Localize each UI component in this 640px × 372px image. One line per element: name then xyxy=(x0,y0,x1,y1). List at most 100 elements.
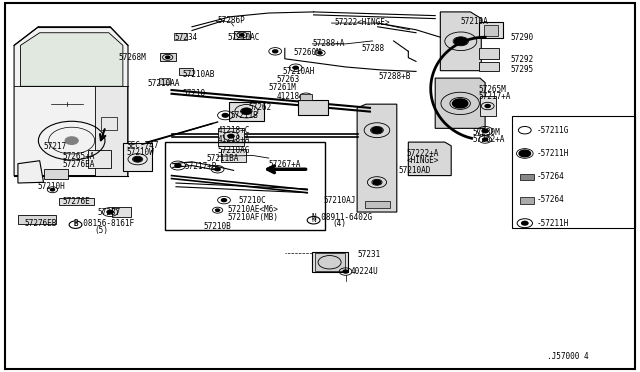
Text: 57210AA: 57210AA xyxy=(147,79,180,88)
Text: 57217: 57217 xyxy=(44,142,67,151)
Text: 57211B: 57211B xyxy=(230,111,258,120)
Circle shape xyxy=(166,56,170,58)
Polygon shape xyxy=(14,27,128,176)
Bar xyxy=(365,201,390,208)
Circle shape xyxy=(374,129,380,132)
Bar xyxy=(95,86,127,176)
Bar xyxy=(520,174,534,180)
Text: 57276E: 57276E xyxy=(63,197,90,206)
Circle shape xyxy=(343,270,348,273)
Text: 57262: 57262 xyxy=(248,103,271,112)
Bar xyxy=(160,53,176,61)
Text: 57237: 57237 xyxy=(97,208,120,217)
Bar xyxy=(165,142,325,230)
Text: 57210AB: 57210AB xyxy=(182,70,215,79)
Text: 40224U: 40224U xyxy=(351,267,378,276)
Polygon shape xyxy=(357,104,397,212)
Text: 57217+A: 57217+A xyxy=(479,92,511,101)
Bar xyxy=(18,215,56,224)
Bar xyxy=(298,100,328,115)
Text: 57262+A: 57262+A xyxy=(472,135,505,144)
Text: 57292: 57292 xyxy=(511,55,534,64)
Circle shape xyxy=(107,210,113,214)
Text: (5): (5) xyxy=(95,226,109,235)
Circle shape xyxy=(221,199,227,202)
Circle shape xyxy=(215,168,220,171)
Bar xyxy=(101,117,117,130)
Text: 57230M: 57230M xyxy=(472,128,500,137)
Text: 57260M: 57260M xyxy=(293,48,321,57)
Text: 57210AE<M6>: 57210AE<M6> xyxy=(227,205,278,214)
Bar xyxy=(44,169,68,179)
Circle shape xyxy=(242,109,251,114)
Text: 57210AG: 57210AG xyxy=(218,146,250,155)
Text: 57295: 57295 xyxy=(511,65,534,74)
Circle shape xyxy=(293,66,298,69)
Circle shape xyxy=(452,99,468,108)
Circle shape xyxy=(482,129,488,133)
Text: 57210H: 57210H xyxy=(37,182,65,191)
Text: 57268M: 57268M xyxy=(118,53,146,62)
Bar xyxy=(512,116,635,228)
Circle shape xyxy=(483,138,488,141)
Bar xyxy=(229,102,264,121)
Text: 57267+A: 57267+A xyxy=(269,160,301,169)
Text: 41218+C: 41218+C xyxy=(218,126,250,135)
Polygon shape xyxy=(408,142,451,176)
Circle shape xyxy=(458,39,464,43)
Bar xyxy=(479,22,503,38)
Text: B 08156-8161F: B 08156-8161F xyxy=(74,219,134,228)
Text: 57210C: 57210C xyxy=(238,196,266,205)
Text: 57265M: 57265M xyxy=(479,85,506,94)
Text: 57263: 57263 xyxy=(276,75,300,84)
Text: .J57000 4: .J57000 4 xyxy=(547,352,589,361)
Text: 57276EB: 57276EB xyxy=(24,219,57,228)
Bar xyxy=(234,31,250,39)
Text: 57210W: 57210W xyxy=(127,148,154,157)
Polygon shape xyxy=(18,161,44,183)
Text: 57211BA: 57211BA xyxy=(206,154,239,163)
Bar xyxy=(218,128,244,146)
Circle shape xyxy=(372,127,382,133)
Circle shape xyxy=(244,110,249,113)
Text: B: B xyxy=(74,222,77,227)
Text: 41218+A: 41218+A xyxy=(218,135,250,144)
Text: 57210AJ: 57210AJ xyxy=(323,196,356,205)
Circle shape xyxy=(228,134,234,138)
Circle shape xyxy=(134,157,141,161)
Bar xyxy=(59,198,94,205)
Text: N: N xyxy=(311,218,316,223)
Bar xyxy=(312,252,348,272)
Text: SEC.747: SEC.747 xyxy=(127,141,159,150)
Bar xyxy=(159,78,170,84)
Circle shape xyxy=(519,150,531,157)
Text: 57288+A: 57288+A xyxy=(312,39,345,48)
Circle shape xyxy=(485,105,490,108)
Bar xyxy=(479,62,499,71)
Circle shape xyxy=(65,137,78,144)
Bar xyxy=(300,94,312,100)
Bar xyxy=(480,96,496,116)
Text: 57210AC: 57210AC xyxy=(227,33,260,42)
Text: 57234: 57234 xyxy=(174,33,197,42)
Bar xyxy=(123,143,152,171)
Circle shape xyxy=(175,164,181,167)
Circle shape xyxy=(273,50,278,53)
Text: 57210A: 57210A xyxy=(461,17,488,26)
Text: N 08911-6402G: N 08911-6402G xyxy=(312,213,372,222)
Circle shape xyxy=(222,113,228,117)
Text: 57210AF(MB): 57210AF(MB) xyxy=(227,213,278,222)
Text: 57261M: 57261M xyxy=(269,83,296,92)
Bar xyxy=(520,197,534,204)
Circle shape xyxy=(375,181,379,183)
Bar xyxy=(315,253,345,271)
Text: <HINGE>: <HINGE> xyxy=(406,156,439,165)
Bar xyxy=(174,33,187,40)
Circle shape xyxy=(454,38,467,45)
Circle shape xyxy=(240,34,244,36)
Bar xyxy=(112,207,131,217)
Circle shape xyxy=(51,189,54,191)
Circle shape xyxy=(456,101,464,106)
Text: 57217+B: 57217+B xyxy=(184,162,217,171)
Text: 57288: 57288 xyxy=(362,44,385,53)
